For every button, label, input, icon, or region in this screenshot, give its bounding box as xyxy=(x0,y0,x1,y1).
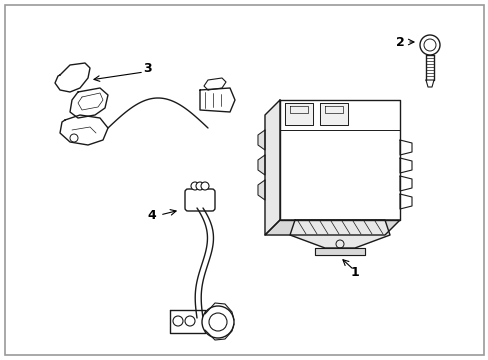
Polygon shape xyxy=(285,103,312,125)
Polygon shape xyxy=(55,63,90,92)
Polygon shape xyxy=(314,248,364,255)
Polygon shape xyxy=(200,88,235,112)
Circle shape xyxy=(196,182,203,190)
Polygon shape xyxy=(70,88,108,118)
Polygon shape xyxy=(399,176,411,191)
Polygon shape xyxy=(60,115,108,145)
FancyBboxPatch shape xyxy=(184,189,215,211)
Circle shape xyxy=(201,182,208,190)
Polygon shape xyxy=(399,140,411,155)
Polygon shape xyxy=(258,155,264,175)
Text: 2: 2 xyxy=(395,36,404,49)
Polygon shape xyxy=(425,80,433,87)
Polygon shape xyxy=(319,103,347,125)
Circle shape xyxy=(419,35,439,55)
Polygon shape xyxy=(264,220,399,235)
Polygon shape xyxy=(399,194,411,209)
Polygon shape xyxy=(280,100,399,220)
Polygon shape xyxy=(399,158,411,173)
Text: 4: 4 xyxy=(147,208,156,221)
Polygon shape xyxy=(203,78,225,90)
Text: 1: 1 xyxy=(350,266,359,279)
Polygon shape xyxy=(258,180,264,200)
Circle shape xyxy=(202,306,234,338)
Polygon shape xyxy=(289,220,389,248)
Polygon shape xyxy=(258,130,264,150)
Circle shape xyxy=(191,182,199,190)
Text: 3: 3 xyxy=(143,62,152,75)
Polygon shape xyxy=(264,100,280,235)
Polygon shape xyxy=(170,310,204,333)
